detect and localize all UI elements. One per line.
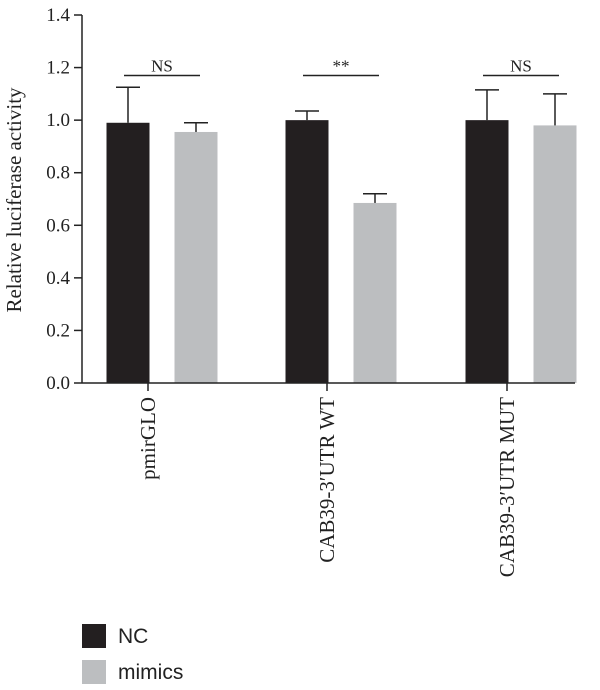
significance-brackets: NS ** NS	[124, 56, 559, 77]
y-tick-label: 1.0	[46, 110, 70, 131]
y-tick-label: 0.6	[46, 215, 70, 236]
y-axis-title: Relative luciferase activity	[2, 87, 26, 313]
legend-swatch	[82, 660, 106, 684]
legend-swatch	[82, 624, 106, 648]
error-bars	[116, 86, 567, 203]
significance-label: NS	[151, 56, 173, 75]
bar	[465, 120, 509, 384]
y-tick-label: 1.4	[46, 5, 70, 26]
x-category-label: CAB39-3′UTR MUT	[495, 397, 519, 577]
y-axis: 0.0 0.2 0.4 0.6 0.8 1.0 1.2 1.4	[46, 5, 83, 394]
significance-label: **	[333, 56, 350, 75]
bar	[106, 122, 150, 384]
x-axis: pmirGLO CAB39-3′UTR WT CAB39-3′UTR MUT	[82, 382, 575, 577]
bar	[285, 120, 329, 384]
y-tick-label: 0.8	[46, 163, 70, 184]
y-tick-label: 1.2	[46, 58, 70, 79]
bar	[353, 202, 397, 383]
bar	[174, 131, 218, 383]
legend: NC mimics	[82, 624, 183, 684]
bars	[106, 120, 577, 384]
y-tick-label: 0.4	[46, 268, 70, 289]
x-category-label: CAB39-3′UTR WT	[315, 397, 339, 563]
x-category-label: pmirGLO	[136, 397, 160, 480]
significance-label: NS	[510, 56, 532, 75]
y-tick-label: 0.2	[46, 320, 70, 341]
legend-label: mimics	[118, 661, 183, 684]
legend-label: NC	[118, 625, 148, 648]
y-tick-label: 0.0	[46, 373, 70, 394]
bar	[533, 125, 577, 384]
